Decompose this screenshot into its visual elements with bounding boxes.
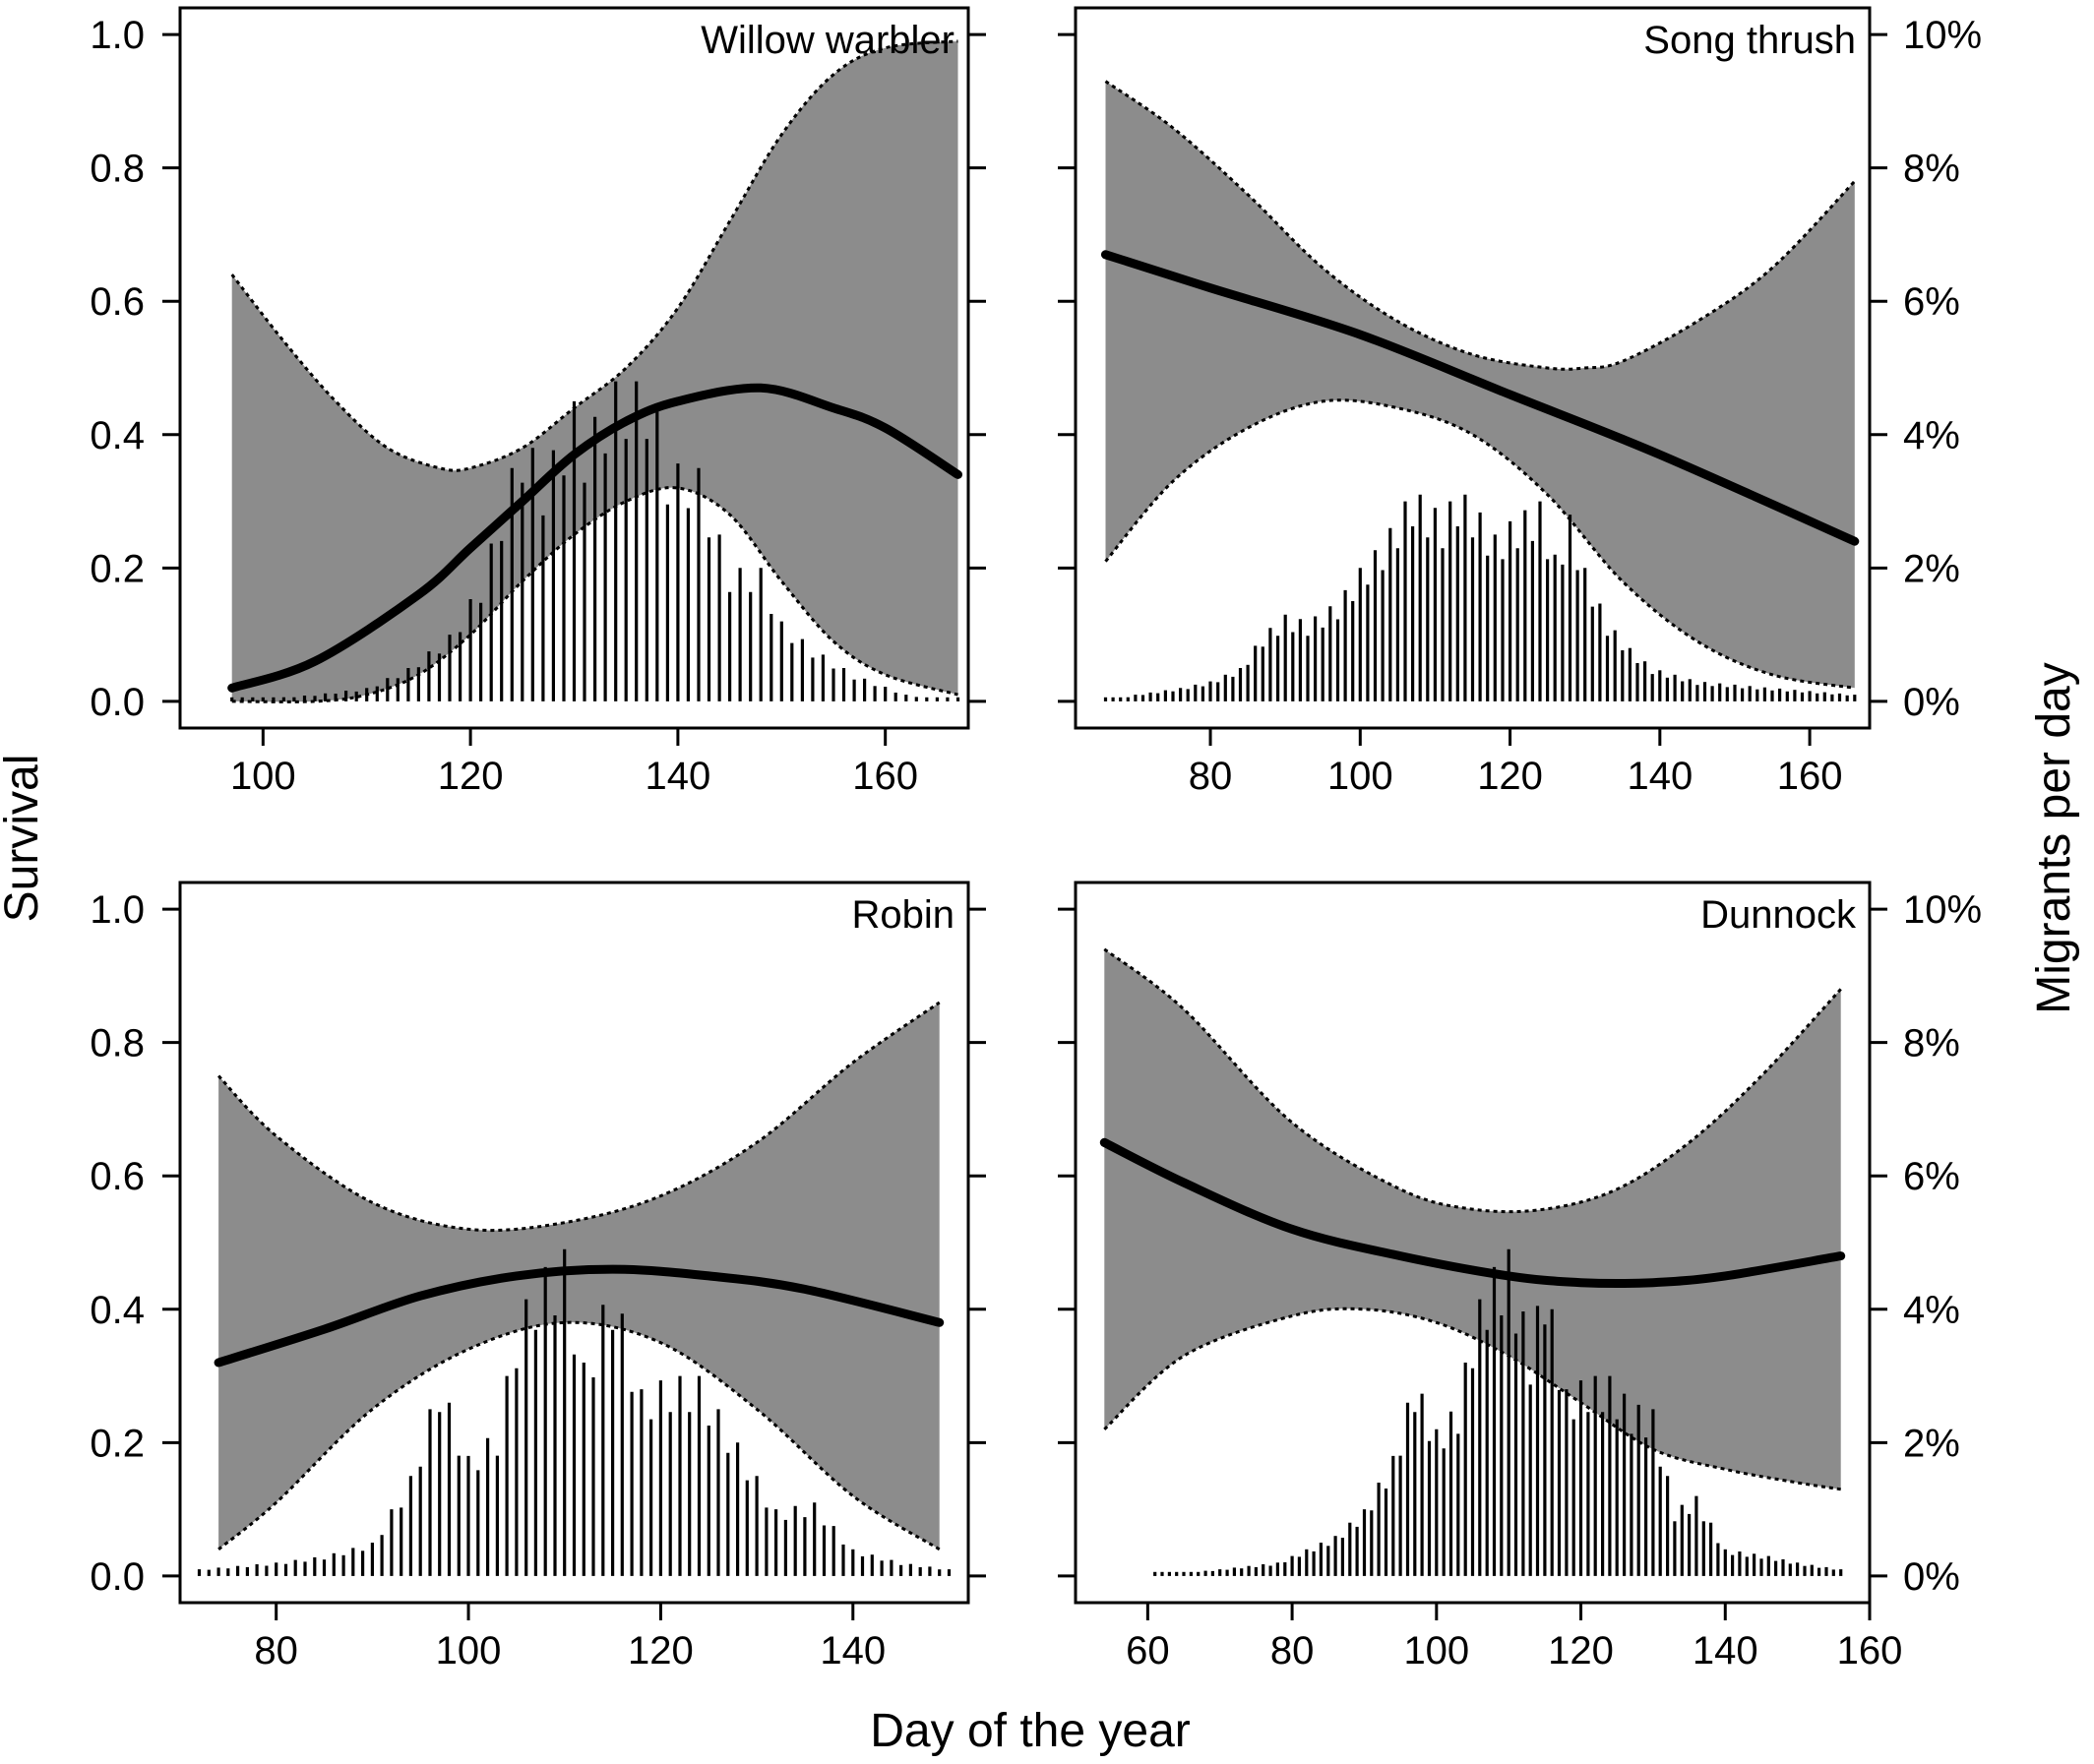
y-tick-label-left: 0.2 [90, 1422, 145, 1465]
migrant-bars [1103, 494, 1857, 701]
y-tick-label-right: 10% [1903, 14, 1982, 57]
y-tick-label-left: 0.4 [90, 1289, 145, 1332]
y-tick-label-right: 0% [1903, 1555, 1960, 1599]
x-tick-label: 120 [438, 755, 504, 798]
y-tick-label-right: 2% [1903, 547, 1960, 590]
x-tick-label: 100 [436, 1629, 502, 1673]
panel-frame [1074, 6, 1872, 730]
y-axis-title-left: Survival [0, 755, 48, 923]
y-tick-label-left: 0.2 [90, 547, 145, 590]
y-axis-title-right: Migrants per day [2028, 662, 2080, 1014]
upper-ci-line [230, 39, 958, 472]
panel-2: 80 100 120 140 160 0% 2% 4% 6% 8% 10% Song thrush [1058, 6, 1982, 798]
y-tick-label-right: 2% [1903, 1422, 1960, 1465]
upper-ci-line [1103, 947, 1842, 1214]
y-tick-label-left: 0.0 [90, 1555, 145, 1599]
panel-title: Song thrush [1643, 19, 1856, 62]
y-tick-label-left: 0.4 [90, 414, 145, 457]
survival-fit-line [227, 383, 962, 693]
panel-1: 100 120 140 160 0.0 0.2 0.4 0.6 0.8 1.0 Willow war… [90, 6, 986, 798]
migrant-bars [1153, 1248, 1843, 1576]
x-tick-label: 60 [1126, 1629, 1170, 1673]
x-tick-label: 160 [852, 755, 918, 798]
y-tick-label-right: 4% [1903, 1289, 1960, 1332]
x-tick-label: 140 [1693, 1629, 1758, 1673]
x-tick-label: 120 [1477, 755, 1543, 798]
migrant-bars [197, 1248, 952, 1576]
x-tick-label: 140 [1627, 755, 1693, 798]
x-tick-label: 80 [254, 1629, 298, 1673]
x-tick-label: 100 [1403, 1629, 1469, 1673]
y-tick-label-right: 8% [1903, 148, 1960, 191]
panel-frame [178, 881, 970, 1605]
panel-title: Willow warbler [701, 19, 955, 62]
y-tick-label-left: 1.0 [90, 14, 145, 57]
panel-title: Robin [851, 893, 955, 937]
x-tick-label: 100 [230, 755, 296, 798]
y-tick-label-right: 6% [1903, 280, 1960, 324]
lower-ci-line [231, 486, 958, 703]
survival-fit-line [1099, 1137, 1846, 1289]
confidence-band [1104, 948, 1841, 1490]
x-tick-label: 100 [1327, 755, 1393, 798]
y-tick-label-left: 0.6 [90, 280, 145, 324]
x-tick-label: 120 [1548, 1629, 1614, 1673]
x-tick-label: 80 [1270, 1629, 1315, 1673]
y-tick-label-right: 0% [1903, 681, 1960, 724]
panel-title: Dunnock [1700, 893, 1857, 937]
x-tick-label: 120 [628, 1629, 694, 1673]
x-tick-label: 80 [1189, 755, 1233, 798]
y-tick-label-left: 0.8 [90, 1022, 145, 1065]
y-tick-label-left: 1.0 [90, 888, 145, 932]
y-tick-label-right: 6% [1903, 1155, 1960, 1198]
x-tick-label: 140 [820, 1629, 886, 1673]
y-tick-label-left: 0.6 [90, 1155, 145, 1198]
upper-ci-line [217, 1001, 941, 1233]
y-tick-label-left: 0.8 [90, 148, 145, 191]
confidence-band [231, 40, 958, 702]
panel-frame [1074, 881, 1872, 1605]
x-tick-label: 160 [1837, 1629, 1903, 1673]
panels: 100 120 140 160 0.0 0.2 0.4 0.6 0.8 1.0 Willow war… [90, 6, 1982, 1673]
survival-fit-line [1101, 250, 1860, 546]
upper-ci-line [1104, 80, 1856, 371]
panel-frame [178, 6, 970, 730]
lower-ci-line [1103, 1307, 1841, 1491]
confidence-band [218, 1003, 940, 1550]
y-tick-label-right: 8% [1903, 1022, 1960, 1065]
y-tick-label-right: 4% [1903, 414, 1960, 457]
y-tick-label-right: 10% [1903, 888, 1982, 932]
y-tick-label-left: 0.0 [90, 681, 145, 724]
lower-ci-line [217, 1320, 941, 1551]
panel-3: 80 100 120 140 0.0 0.2 0.4 0.6 0.8 1.0 Robin [90, 881, 986, 1673]
x-tick-label: 160 [1777, 755, 1843, 798]
x-axis-title: Day of the year [870, 1705, 1191, 1757]
x-tick-label: 140 [646, 755, 711, 798]
survival-fit-line [214, 1264, 945, 1368]
